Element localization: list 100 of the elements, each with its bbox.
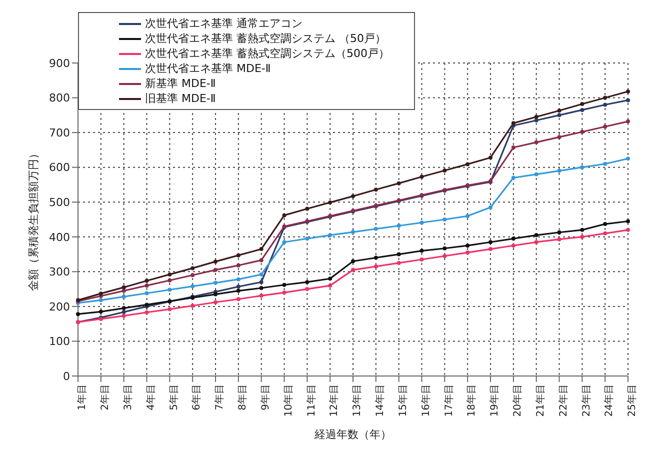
point bbox=[626, 228, 630, 232]
point bbox=[168, 278, 172, 282]
point bbox=[420, 248, 424, 253]
y-tick-label: 600 bbox=[49, 161, 70, 174]
point bbox=[259, 247, 264, 252]
point bbox=[466, 162, 470, 166]
x-tick-label: 17年目 bbox=[442, 384, 455, 417]
x-tick-label: 24年目 bbox=[603, 384, 616, 417]
point bbox=[534, 140, 538, 144]
point bbox=[328, 233, 332, 238]
point bbox=[214, 268, 218, 272]
x-tick-label: 9年目 bbox=[259, 384, 272, 410]
x-tick-label: 21年目 bbox=[534, 384, 546, 417]
point bbox=[603, 222, 608, 226]
point bbox=[466, 250, 470, 255]
point bbox=[214, 300, 218, 304]
point bbox=[144, 291, 149, 296]
point bbox=[488, 156, 492, 160]
point bbox=[488, 240, 492, 244]
y-tick-label: 700 bbox=[49, 126, 70, 140]
point bbox=[603, 124, 608, 129]
point bbox=[603, 102, 608, 107]
point bbox=[236, 297, 240, 302]
point bbox=[305, 280, 310, 284]
y-axis-title: 金額（累積発生負担額万円） bbox=[26, 148, 40, 291]
point bbox=[442, 254, 447, 258]
point bbox=[534, 172, 538, 176]
point bbox=[580, 108, 584, 112]
point bbox=[626, 90, 630, 94]
point bbox=[534, 233, 538, 238]
y-tick-label: 400 bbox=[49, 230, 70, 244]
point bbox=[122, 288, 126, 293]
point bbox=[259, 280, 264, 284]
point bbox=[328, 284, 332, 288]
legend-label: 旧基準 MDE-Ⅱ bbox=[145, 91, 216, 106]
point bbox=[580, 165, 584, 170]
x-tick-label: 2年目 bbox=[99, 384, 112, 410]
x-tick-label: 19年目 bbox=[488, 384, 501, 417]
x-tick-label: 16年目 bbox=[420, 384, 432, 417]
point bbox=[98, 292, 103, 296]
point bbox=[626, 119, 630, 124]
point bbox=[557, 230, 562, 234]
point bbox=[190, 273, 195, 278]
x-axis-title: 経過年数（年） bbox=[314, 428, 392, 441]
x-tick-label: 10年目 bbox=[282, 384, 294, 417]
legend-label: 次世代省エネ基準 通常エアコン bbox=[145, 16, 302, 31]
point bbox=[557, 237, 562, 242]
x-tick-label: 22年目 bbox=[557, 384, 570, 417]
point bbox=[214, 280, 218, 285]
point bbox=[236, 253, 240, 258]
point bbox=[144, 278, 149, 283]
point bbox=[396, 181, 401, 186]
point bbox=[351, 194, 355, 198]
point bbox=[190, 304, 195, 308]
point bbox=[534, 118, 538, 122]
point bbox=[396, 260, 401, 265]
point bbox=[122, 310, 126, 314]
point bbox=[236, 288, 240, 293]
point bbox=[580, 102, 584, 106]
point bbox=[282, 240, 286, 244]
point bbox=[328, 200, 332, 204]
point bbox=[305, 287, 310, 292]
x-tick-label: 3年目 bbox=[122, 384, 134, 410]
legend-label: 新基準 MDE-Ⅱ bbox=[145, 76, 216, 91]
point bbox=[236, 284, 240, 289]
y-tick-label: 300 bbox=[49, 266, 70, 279]
y-tick-label: 100 bbox=[49, 335, 70, 348]
point bbox=[396, 252, 401, 256]
x-tick-label: 15年目 bbox=[396, 384, 409, 417]
point bbox=[351, 230, 355, 234]
x-tick-label: 4年目 bbox=[144, 384, 157, 410]
point bbox=[511, 176, 516, 180]
x-tick-label: 7年目 bbox=[214, 384, 226, 410]
point bbox=[98, 310, 103, 314]
point bbox=[488, 205, 492, 210]
point bbox=[214, 292, 218, 296]
point bbox=[98, 298, 103, 302]
y-tick-label: 800 bbox=[49, 92, 70, 105]
point bbox=[236, 277, 240, 282]
point bbox=[122, 314, 126, 318]
point bbox=[511, 121, 516, 126]
point bbox=[534, 240, 538, 244]
point bbox=[557, 108, 562, 113]
point bbox=[122, 285, 126, 290]
point bbox=[603, 162, 608, 166]
point bbox=[442, 168, 447, 172]
x-tick-label: 6年目 bbox=[190, 384, 203, 410]
x-tick-label: 18年目 bbox=[466, 384, 478, 417]
point bbox=[168, 307, 172, 312]
x-tick-label: 23年目 bbox=[580, 384, 592, 417]
point bbox=[557, 168, 562, 173]
point bbox=[259, 286, 264, 290]
point bbox=[603, 231, 608, 236]
point bbox=[626, 156, 630, 161]
point bbox=[466, 214, 470, 218]
point bbox=[511, 236, 516, 241]
point bbox=[466, 244, 470, 248]
y-tick-label: 200 bbox=[49, 300, 70, 314]
point bbox=[259, 258, 264, 262]
point bbox=[190, 284, 195, 288]
